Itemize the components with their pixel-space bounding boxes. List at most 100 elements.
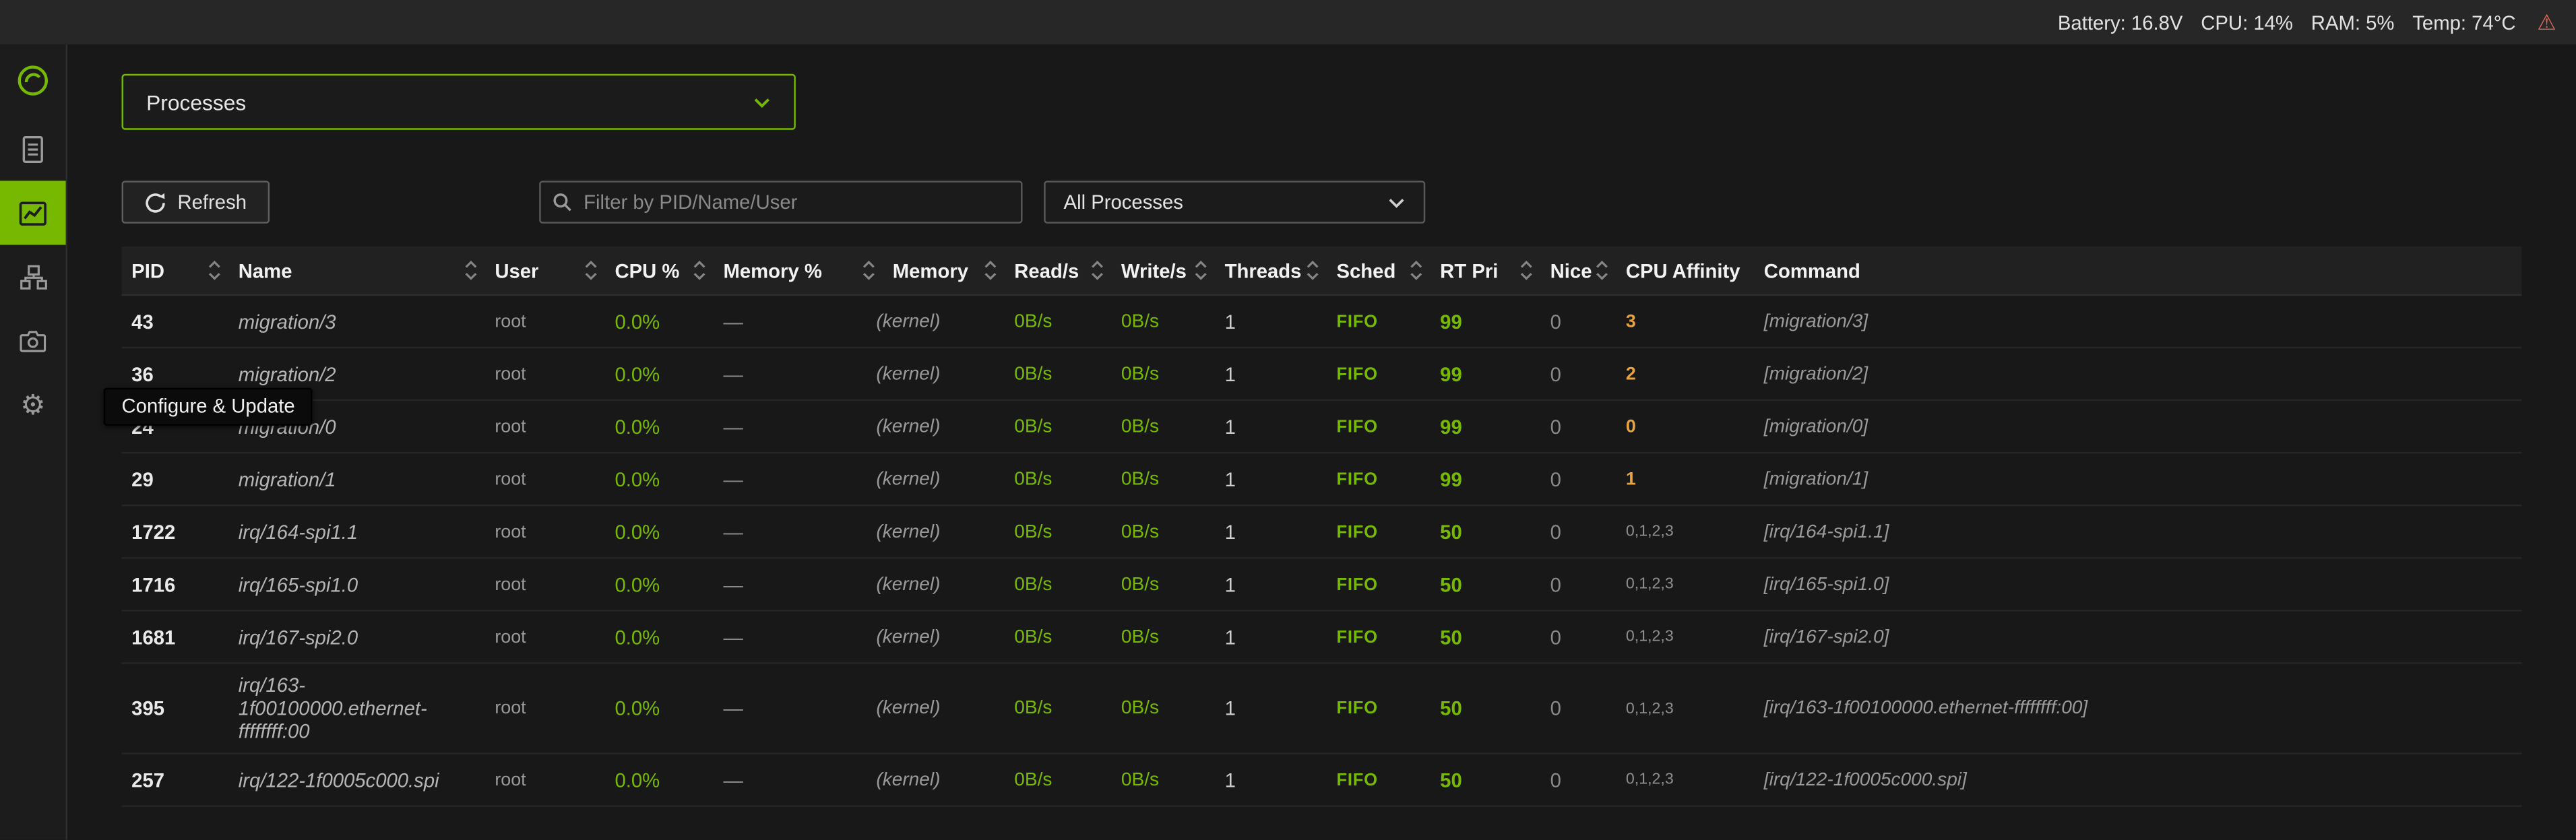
column-header[interactable]: Nice [1550, 247, 1626, 294]
sort-icon[interactable] [1409, 259, 1424, 281]
column-header[interactable]: CPU % [615, 247, 723, 294]
column-header[interactable]: CPU Affinity [1626, 247, 1764, 294]
sidebar-nav: ⚙ [0, 117, 66, 437]
sort-icon[interactable] [1305, 259, 1320, 281]
cell-read-rate: 0B/s [1014, 574, 1053, 594]
cell-threads: 1 [1224, 625, 1236, 649]
filter-input[interactable] [539, 181, 1023, 224]
sort-icon[interactable] [1519, 259, 1534, 281]
sort-icon[interactable] [464, 259, 478, 281]
cell-sched: FIFO [1336, 574, 1378, 594]
topbar: Battery: 16.8V CPU: 14% RAM: 5% Temp: 74°C ⚠ [0, 0, 2576, 44]
sort-icon[interactable] [983, 259, 998, 281]
cell-pid: 36 [131, 362, 154, 386]
column-header[interactable]: Threads [1225, 247, 1337, 294]
cell-nice: 0 [1550, 520, 1561, 544]
column-header[interactable]: Memory % [723, 247, 892, 294]
cell-read-rate: 0B/s [1014, 521, 1053, 542]
cell-cpu-percent: 0.0% [615, 309, 660, 333]
cell-write-rate: 0B/s [1121, 769, 1160, 790]
table-row[interactable]: 36 migration/2 root 0.0% — (kernel) 0B/s… [121, 348, 2522, 401]
table-row[interactable]: 257 irq/122-1f0005c000.spi root 0.0% — (… [121, 754, 2522, 807]
column-header[interactable]: Sched [1336, 247, 1440, 294]
main-content: Processes Refresh [67, 44, 2576, 840]
column-header[interactable]: RT Pri [1440, 247, 1550, 294]
sidebar-item-settings[interactable]: ⚙ [0, 373, 66, 437]
cell-sched: FIFO [1336, 626, 1378, 647]
cell-read-rate: 0B/s [1014, 469, 1053, 489]
sidebar-item-summary[interactable] [0, 117, 66, 181]
cell-command: [irq/167-spi2.0] [1763, 626, 1889, 647]
cell-rt-priority: 50 [1440, 625, 1462, 649]
cell-pid: 1716 [131, 573, 176, 596]
cell-cpu-percent: 0.0% [615, 697, 660, 720]
system-stat: CPU: 14% [2201, 10, 2293, 34]
column-header[interactable]: Memory [893, 247, 1015, 294]
table-row[interactable]: 24 migration/0 root 0.0% — (kernel) 0B/s… [121, 401, 2522, 454]
sort-icon[interactable] [1595, 259, 1610, 281]
cell-name: irq/167-spi2.0 [238, 625, 358, 649]
cell-write-rate: 0B/s [1121, 698, 1160, 719]
cell-rt-priority: 99 [1440, 415, 1462, 439]
sort-icon[interactable] [207, 259, 222, 281]
cell-memory: (kernel) [876, 521, 941, 542]
sort-icon[interactable] [1193, 259, 1208, 281]
cell-name: migration/3 [238, 309, 336, 333]
cell-read-rate: 0B/s [1014, 626, 1053, 647]
cell-pid: 257 [131, 768, 165, 791]
column-header[interactable]: Write/s [1121, 247, 1225, 294]
cell-pid: 395 [131, 697, 165, 720]
sidebar-item-camera[interactable] [0, 309, 66, 373]
table-row[interactable]: 1681 irq/167-spi2.0 root 0.0% — (kernel)… [121, 612, 2522, 664]
sidebar-item-processes[interactable] [0, 245, 66, 309]
cell-rt-priority: 99 [1440, 362, 1462, 386]
cell-nice: 0 [1550, 309, 1561, 333]
document-icon [22, 135, 43, 162]
cell-cpu-percent: 0.0% [615, 573, 660, 596]
column-header[interactable]: PID [131, 247, 239, 294]
table-row[interactable]: 1716 irq/165-spi1.0 root 0.0% — (kernel)… [121, 558, 2522, 612]
cell-name: migration/2 [238, 362, 336, 386]
cell-cpu-affinity: 3 [1625, 311, 1636, 331]
page-selector-dropdown[interactable]: Processes [121, 73, 796, 130]
app-body: ⚙ Processes [0, 44, 2576, 840]
page-selector-value: Processes [146, 89, 247, 115]
cell-cpu-affinity: 1 [1625, 469, 1636, 489]
table-row[interactable]: 43 migration/3 root 0.0% — (kernel) 0B/s… [121, 296, 2522, 349]
gear-icon: ⚙ [20, 389, 46, 421]
refresh-icon [146, 192, 165, 212]
cell-write-rate: 0B/s [1121, 311, 1160, 331]
cell-cpu-percent: 0.0% [615, 467, 660, 491]
cell-rt-priority: 99 [1440, 467, 1462, 491]
cell-cpu-percent: 0.0% [615, 415, 660, 439]
cell-nice: 0 [1550, 415, 1561, 439]
sidebar-item-monitor-active[interactable] [0, 181, 66, 245]
cell-memory-percent: — [723, 625, 743, 649]
column-header[interactable]: User [495, 247, 615, 294]
refresh-button[interactable]: Refresh [121, 181, 270, 224]
cell-write-rate: 0B/s [1121, 521, 1160, 542]
sort-icon[interactable] [861, 259, 876, 281]
column-header[interactable]: Command [1764, 247, 2522, 294]
table-row[interactable]: 29 migration/1 root 0.0% — (kernel) 0B/s… [121, 453, 2522, 507]
table-row[interactable]: 395 irq/163-1f00100000.ethernet-ffffffff… [121, 664, 2522, 754]
process-scope-dropdown[interactable]: All Processes [1044, 181, 1426, 224]
cell-cpu-affinity: 0,1,2,3 [1625, 575, 1674, 593]
column-label: PID [131, 259, 165, 282]
cell-nice: 0 [1550, 768, 1561, 791]
column-header[interactable]: Name [239, 247, 495, 294]
cell-sched: FIFO [1336, 416, 1378, 437]
sort-icon[interactable] [584, 259, 598, 281]
cell-cpu-affinity: 0,1,2,3 [1625, 771, 1674, 789]
column-header[interactable]: Read/s [1014, 247, 1121, 294]
cell-write-rate: 0B/s [1121, 469, 1160, 489]
table-row[interactable]: 1722 irq/164-spi1.1 root 0.0% — (kernel)… [121, 506, 2522, 559]
sort-icon[interactable] [1090, 259, 1105, 281]
camera-icon [20, 331, 46, 352]
sort-icon[interactable] [692, 259, 707, 281]
cell-memory-percent: — [723, 309, 743, 333]
warning-icon: ⚠ [2537, 9, 2556, 35]
cell-user: root [495, 311, 526, 331]
